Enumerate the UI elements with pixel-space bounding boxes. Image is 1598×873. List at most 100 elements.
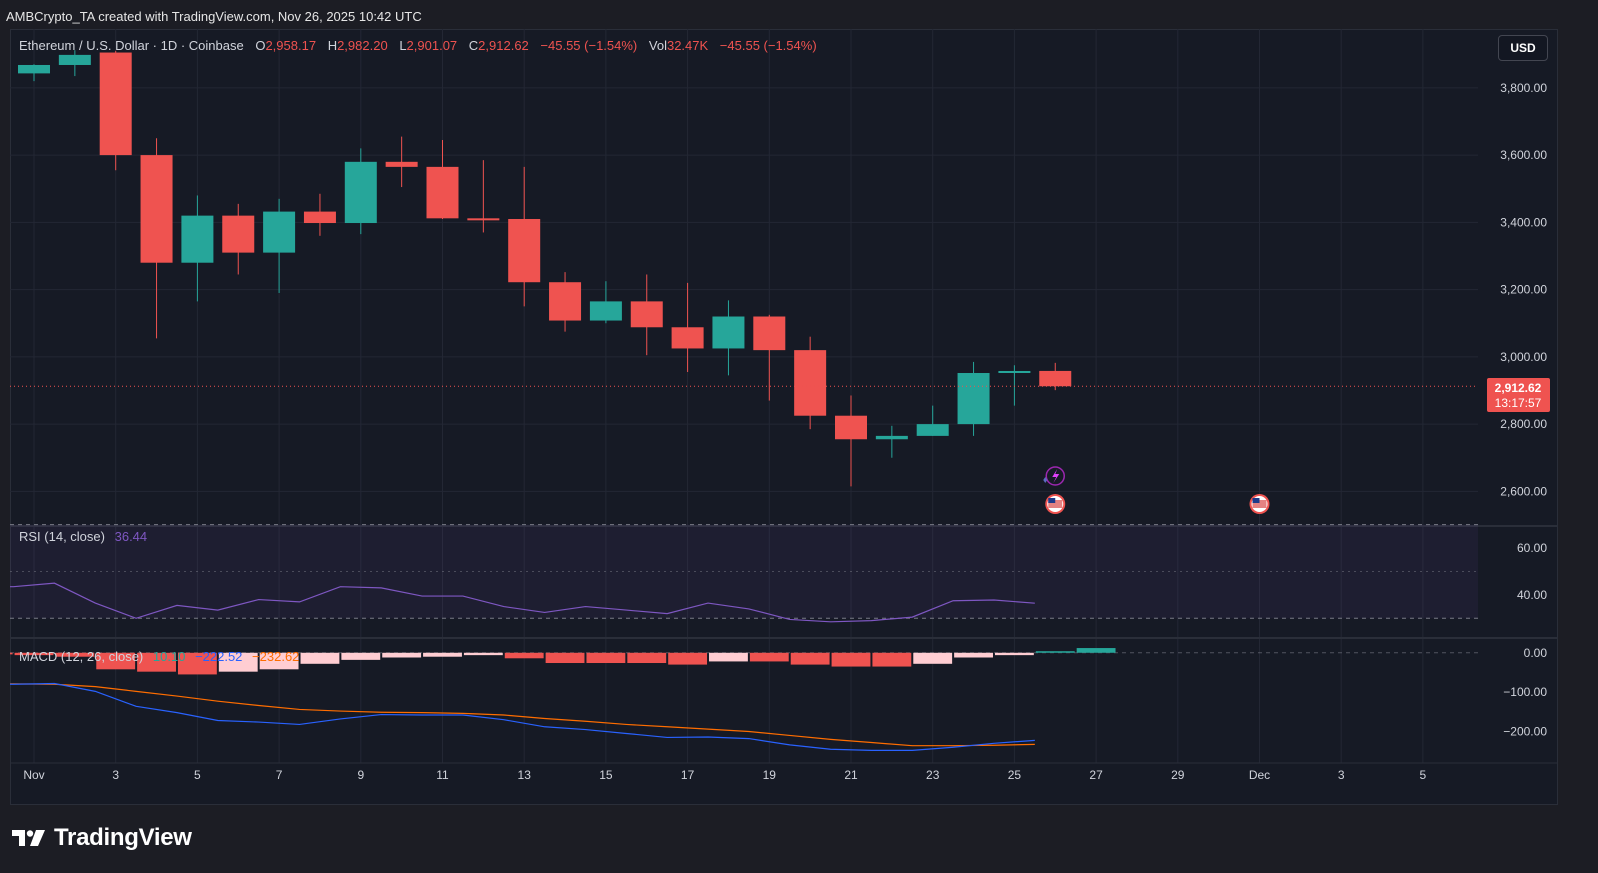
candle-body xyxy=(712,316,745,349)
price-tick-label: 3,000.00 xyxy=(1500,350,1547,364)
macd-histogram-bar xyxy=(463,652,503,656)
tradingview-wordmark: TradingView xyxy=(54,824,192,851)
time-tick-label: Nov xyxy=(23,768,44,782)
price-tick-label: 3,200.00 xyxy=(1500,283,1547,297)
macd-histogram-bar xyxy=(1035,651,1075,653)
candle-body xyxy=(875,435,908,440)
currency-button[interactable]: USD xyxy=(1498,35,1548,61)
macd-histogram-bar xyxy=(586,652,626,664)
candle-body xyxy=(58,54,91,65)
lightning-ring xyxy=(1045,466,1065,486)
macd-histogram-bar xyxy=(709,652,748,662)
macd-histogram-bar xyxy=(96,652,136,670)
legend-line: Ethereum / U.S. Dollar · 1D · Coinbase O… xyxy=(19,38,817,53)
flag-canton xyxy=(1252,498,1260,503)
lightning-event-icon xyxy=(1043,466,1065,486)
macd-signal-value: −232.62 xyxy=(252,649,299,664)
macd-histogram-bar xyxy=(790,652,830,665)
legend-vol-label: Vol xyxy=(649,38,667,53)
candle-body xyxy=(140,155,173,263)
sparkle-mark xyxy=(1043,477,1048,483)
macd-histogram-bar xyxy=(1076,648,1116,653)
macd-histogram-bar xyxy=(668,652,708,665)
candle-body xyxy=(467,218,500,221)
candle-body xyxy=(998,370,1031,374)
macd-histogram-bar xyxy=(627,652,667,664)
macd-histogram-bar xyxy=(913,652,953,664)
macd-histogram-bar xyxy=(994,652,1034,656)
event-icons xyxy=(1043,466,1270,514)
time-tick-label: 5 xyxy=(1420,768,1427,782)
legend-change: −45.55 (−1.54%) xyxy=(540,38,637,53)
time-tick-label: 5 xyxy=(194,768,201,782)
candle-body xyxy=(385,161,418,167)
macd-histogram-bar xyxy=(382,652,422,658)
time-tick-label: 3 xyxy=(112,768,119,782)
macd-title: MACD (12, 26, close) xyxy=(19,649,143,664)
macd-pane xyxy=(10,648,1478,752)
price-tag-price: 2,912.62 xyxy=(1495,381,1542,395)
legend-open: 2,958.17 xyxy=(265,38,316,53)
time-tick-label: 11 xyxy=(436,768,449,782)
time-tick-label: 19 xyxy=(763,768,777,782)
candle-body xyxy=(671,327,704,349)
candle-body xyxy=(222,215,255,253)
macd-histogram-bar xyxy=(10,652,13,655)
candle-body xyxy=(630,301,663,328)
macd-histogram-bar xyxy=(749,652,789,662)
macd-histogram-bar xyxy=(341,652,381,660)
time-tick-label: 23 xyxy=(926,768,940,782)
attribution-text: AMBCrypto_TA created with TradingView.co… xyxy=(6,9,422,24)
price-axis: 3,800.00 3,600.00 3,400.00 3,200.00 3,000.00… xyxy=(1500,81,1547,739)
lightning-bolt xyxy=(1052,469,1060,483)
tradingview-logo[interactable]: TradingView xyxy=(12,824,192,852)
candle-body xyxy=(835,415,867,440)
macd-legend: MACD (12, 26, close) 10.10 −222.52 −232.… xyxy=(19,649,299,664)
legend-vol-change: −45.55 (−1.54%) xyxy=(720,38,817,53)
rsi-legend: RSI (14, close) 36.44 xyxy=(19,529,147,544)
us-flag-event-icon xyxy=(1045,494,1066,514)
price-tick-label: 3,600.00 xyxy=(1500,148,1547,162)
candle-body xyxy=(426,166,459,219)
macd-histogram-bar xyxy=(872,652,912,667)
price-chart[interactable]: 3,800.00 3,600.00 3,400.00 3,200.00 3,000.00… xyxy=(10,29,1558,805)
price-tick-label: 3,800.00 xyxy=(1500,81,1547,95)
candle-body xyxy=(303,211,336,224)
time-axis: Nov 3 5 7 9 11 13 15 17 19 21 23 25 27 29 Dec 3 5 xyxy=(23,768,1426,782)
legend-low-label: L xyxy=(399,38,406,53)
candle-body xyxy=(753,316,786,351)
legend-open-label: O xyxy=(255,38,265,53)
macd-histogram-bar xyxy=(55,652,95,657)
chart-frame xyxy=(10,29,1558,805)
time-tick-label: 27 xyxy=(1089,768,1103,782)
macd-histogram-bar xyxy=(177,652,217,675)
time-tick-label: 17 xyxy=(681,768,695,782)
us-flag-event-icon xyxy=(1249,494,1270,514)
candle-body xyxy=(957,373,990,425)
legend-symbol: Ethereum / U.S. Dollar · 1D · Coinbase xyxy=(19,38,244,53)
macd-tick-label: 0.00 xyxy=(1524,646,1548,660)
time-tick-label: 9 xyxy=(357,768,364,782)
candle-body xyxy=(916,424,949,436)
price-tick-label: 2,800.00 xyxy=(1500,417,1547,431)
candle-body xyxy=(508,218,541,283)
time-tick-label: 15 xyxy=(599,768,613,782)
legend-high-label: H xyxy=(328,38,337,53)
time-tick-label: 25 xyxy=(1008,768,1022,782)
macd-histogram-bar xyxy=(423,652,462,657)
candle-body xyxy=(181,215,214,263)
time-tick-label: 3 xyxy=(1338,768,1345,782)
candle-body xyxy=(589,301,622,321)
macd-signal-line xyxy=(10,683,1035,747)
price-tick-label: 2,600.00 xyxy=(1500,484,1547,498)
candle-body xyxy=(18,64,50,74)
macd-tick-label: −100.00 xyxy=(1503,685,1547,699)
rsi-title: RSI (14, close) xyxy=(19,529,105,544)
candlestick-series xyxy=(10,50,1478,487)
macd-histogram-bar xyxy=(259,652,299,670)
price-tag-countdown: 13:17:57 xyxy=(1495,396,1542,410)
pane-separators xyxy=(10,525,1558,764)
macd-hist-value: 10.10 xyxy=(153,649,186,664)
legend-close: 2,912.62 xyxy=(478,38,529,53)
macd-histogram-bar xyxy=(545,652,585,664)
